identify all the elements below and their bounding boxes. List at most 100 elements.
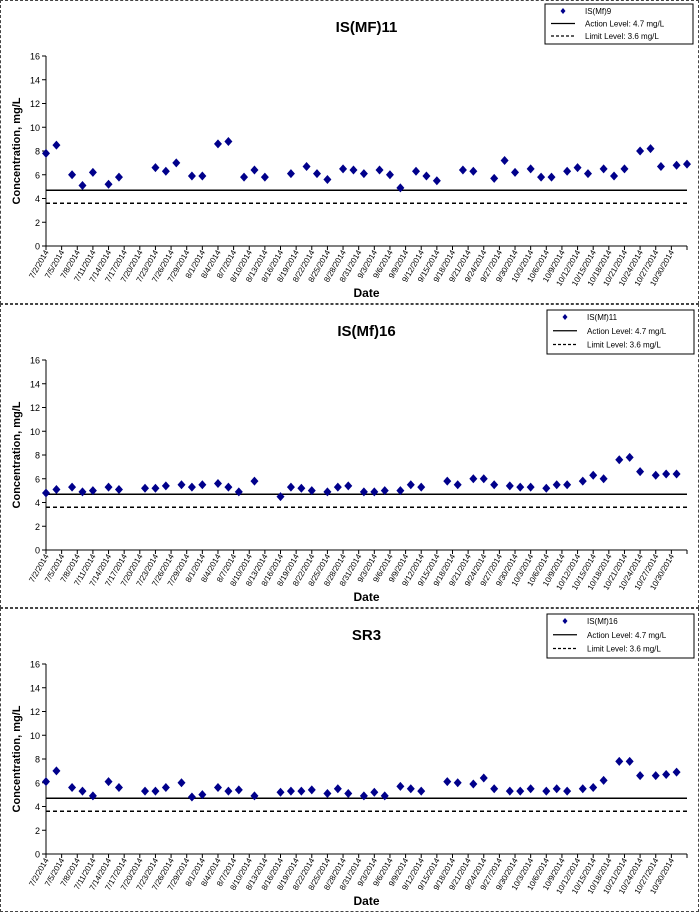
data-point (68, 482, 77, 492)
data-point (589, 470, 598, 480)
data-point (443, 476, 452, 486)
data-point (198, 790, 207, 800)
data-point (417, 786, 426, 796)
data-point (161, 783, 170, 792)
data-point (359, 169, 368, 179)
data-point (615, 455, 624, 465)
data-point (583, 169, 592, 179)
legend-label: IS(Mf)9 (585, 7, 612, 16)
y-axis-label: Concentration, mg/L (11, 401, 23, 508)
data-point (286, 786, 295, 796)
data-point (151, 483, 160, 493)
legend-label: Action Level: 4.7 mg/L (587, 327, 667, 336)
data-point (114, 172, 123, 182)
data-point (161, 481, 170, 491)
data-point (250, 476, 259, 486)
y-tick-label: 8 (35, 147, 40, 157)
y-tick-label: 6 (35, 778, 40, 788)
legend-label: Limit Level: 3.6 mg/L (585, 32, 659, 41)
data-point (297, 786, 306, 796)
data-point (453, 778, 462, 788)
data-point (68, 170, 77, 180)
data-point (359, 791, 368, 801)
data-point (151, 786, 160, 796)
data-point (323, 788, 332, 798)
y-tick-label: 12 (30, 99, 40, 109)
data-point (333, 482, 342, 492)
chart-title: SR3 (352, 627, 381, 644)
y-tick-label: 16 (30, 660, 40, 670)
legend-box (544, 3, 694, 45)
data-point (490, 784, 499, 794)
data-point (672, 767, 681, 777)
data-point (161, 166, 170, 176)
legend-label: Limit Level: 3.6 mg/L (587, 645, 661, 654)
chart-panel-sr3: SR3 Concentration, mg/L 0 2 4 6 8 10 12 14 16 7/2/2… (0, 608, 699, 912)
y-axis-label: Concentration, mg/L (11, 97, 23, 204)
data-point (469, 779, 478, 789)
data-point (78, 180, 87, 190)
x-axis-label: Date (353, 590, 379, 604)
y-tick-label: 16 (30, 52, 40, 62)
data-point (646, 144, 655, 154)
data-point (479, 773, 488, 783)
y-tick-label: 8 (35, 451, 40, 461)
data-point (307, 486, 316, 496)
data-point (443, 777, 452, 787)
data-point (104, 777, 113, 787)
data-point (490, 480, 499, 490)
data-point (406, 784, 415, 794)
data-point (537, 172, 546, 182)
data-point (672, 469, 681, 479)
data-point (260, 172, 269, 182)
data-point (469, 166, 478, 176)
data-point (490, 173, 499, 183)
x-axis-label: Date (353, 286, 379, 300)
data-point (213, 783, 222, 792)
data-point (250, 165, 259, 175)
data-point (42, 148, 50, 158)
data-point (240, 172, 249, 182)
data-point (114, 783, 123, 792)
data-point (78, 487, 87, 497)
data-point (198, 171, 207, 181)
data-point (68, 783, 77, 792)
data-point (52, 484, 61, 494)
data-point (312, 169, 321, 179)
data-point (662, 769, 671, 779)
data-point (370, 787, 379, 797)
data-point (453, 480, 462, 490)
data-point (276, 492, 285, 502)
y-tick-label: 4 (35, 498, 40, 508)
data-point (505, 481, 514, 491)
data-point (599, 474, 608, 484)
data-point (344, 788, 353, 798)
data-point (547, 172, 556, 182)
data-point (104, 179, 113, 189)
data-point (172, 158, 181, 168)
data-point (88, 486, 97, 496)
data-point (52, 140, 61, 150)
data-point (469, 474, 478, 484)
data-point (458, 165, 467, 175)
data-point (177, 480, 186, 490)
data-point (234, 785, 243, 795)
data-point (297, 483, 306, 493)
data-point (672, 160, 681, 170)
data-point (276, 787, 285, 797)
chart-svg: IS(Mf)16 Concentration, mg/L 0 2 4 6 8 10 12 14 16… (11, 309, 695, 604)
data-point (380, 486, 389, 496)
data-point (662, 469, 671, 479)
data-point (625, 756, 634, 766)
data-point (573, 163, 582, 173)
chart-svg: IS(MF)11 Concentration, mg/L 0 2 4 6 8 10 12 14 16… (11, 3, 694, 300)
data-point (563, 166, 572, 176)
data-point (359, 487, 368, 497)
data-point (656, 161, 665, 171)
data-point (224, 137, 233, 146)
data-point (651, 771, 660, 781)
data-point (323, 175, 332, 184)
data-point (599, 164, 608, 174)
y-tick-label: 8 (35, 755, 40, 765)
